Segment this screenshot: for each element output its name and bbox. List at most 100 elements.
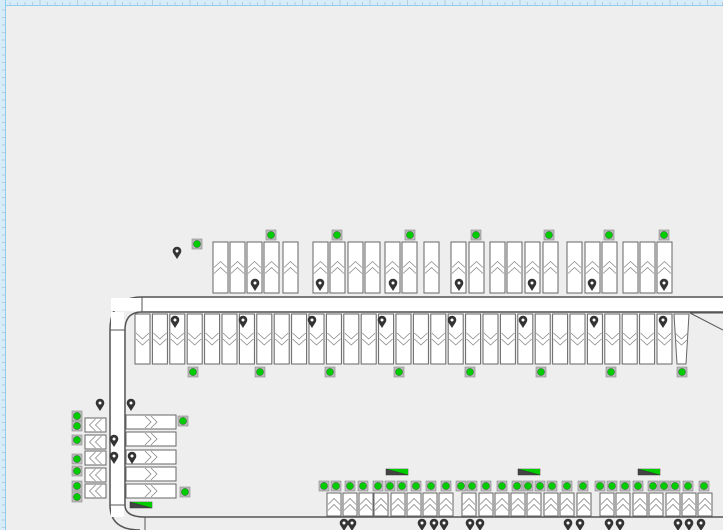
- sensor[interactable]: [331, 229, 343, 241]
- sensor[interactable]: [425, 480, 437, 492]
- map-pin-icon[interactable]: [439, 518, 449, 530]
- sensor[interactable]: [470, 229, 482, 241]
- parking-slot[interactable]: [499, 313, 516, 365]
- sensor[interactable]: [658, 229, 670, 241]
- parking-slot[interactable]: [478, 492, 494, 517]
- parking-slot[interactable]: [599, 492, 615, 517]
- sensor[interactable]: [177, 415, 189, 427]
- sensor[interactable]: [534, 480, 546, 492]
- parking-slot[interactable]: [438, 492, 454, 517]
- sensor[interactable]: [324, 366, 336, 378]
- sensor[interactable]: [647, 480, 659, 492]
- sensor[interactable]: [344, 480, 356, 492]
- parking-slot[interactable]: [186, 313, 203, 365]
- parking-slot[interactable]: [569, 313, 586, 365]
- parking-slot[interactable]: [494, 492, 510, 517]
- parking-slot[interactable]: [125, 414, 177, 430]
- map-pin-icon[interactable]: [447, 315, 457, 328]
- sensor[interactable]: [496, 480, 508, 492]
- sensor[interactable]: [594, 480, 606, 492]
- sensor[interactable]: [543, 229, 555, 241]
- parking-slot[interactable]: [423, 241, 440, 294]
- map-pin-icon[interactable]: [315, 278, 325, 291]
- parking-slot[interactable]: [648, 492, 664, 517]
- parking-slot[interactable]: [358, 492, 374, 517]
- parking-slot[interactable]: [632, 492, 648, 517]
- parking-slot[interactable]: [465, 313, 482, 365]
- sensor[interactable]: [265, 229, 277, 241]
- sensor[interactable]: [606, 480, 618, 492]
- parking-slot[interactable]: [390, 492, 406, 517]
- sensor[interactable]: [187, 366, 199, 378]
- parking-slot[interactable]: [125, 449, 177, 465]
- sensor[interactable]: [372, 480, 384, 492]
- map-pin-icon[interactable]: [429, 518, 439, 530]
- parking-slot[interactable]: [329, 241, 346, 294]
- parking-slot[interactable]: [342, 492, 358, 517]
- parking-slot[interactable]: [566, 241, 583, 294]
- parking-slot[interactable]: [125, 483, 177, 499]
- parking-slot[interactable]: [559, 492, 575, 517]
- parking-slot[interactable]: [84, 434, 107, 450]
- sensor[interactable]: [393, 366, 405, 378]
- sensor[interactable]: [603, 229, 615, 241]
- parking-slot[interactable]: [282, 241, 299, 294]
- map-pin-icon[interactable]: [109, 451, 119, 464]
- sensor[interactable]: [466, 480, 478, 492]
- parking-slot[interactable]: [229, 241, 246, 294]
- sensor[interactable]: [71, 480, 83, 492]
- sensor[interactable]: [71, 434, 83, 446]
- parking-slot[interactable]: [468, 241, 485, 294]
- parking-slot[interactable]: [673, 313, 690, 365]
- sensor[interactable]: [191, 238, 203, 250]
- parking-slot[interactable]: [552, 313, 569, 365]
- sensor[interactable]: [357, 480, 369, 492]
- parking-slot[interactable]: [395, 313, 412, 365]
- parking-slot[interactable]: [604, 313, 621, 365]
- map-pin-icon[interactable]: [388, 278, 398, 291]
- parking-slot[interactable]: [543, 492, 559, 517]
- parking-slot[interactable]: [291, 313, 308, 365]
- parking-slot[interactable]: [412, 313, 429, 365]
- map-pin-icon[interactable]: [563, 518, 573, 530]
- sensor[interactable]: [669, 480, 681, 492]
- parking-slot[interactable]: [84, 417, 107, 433]
- sensor[interactable]: [698, 480, 710, 492]
- map-pin-icon[interactable]: [339, 518, 349, 530]
- sensor[interactable]: [410, 480, 422, 492]
- parking-slot[interactable]: [506, 241, 523, 294]
- map-pin-icon[interactable]: [696, 518, 706, 530]
- parking-slot[interactable]: [125, 466, 177, 482]
- parking-slot[interactable]: [151, 313, 168, 365]
- map-pin-icon[interactable]: [673, 518, 683, 530]
- sensor[interactable]: [71, 453, 83, 465]
- sensor[interactable]: [455, 480, 467, 492]
- parking-slot[interactable]: [84, 450, 107, 466]
- parking-slot[interactable]: [364, 241, 381, 294]
- map-pin-icon[interactable]: [95, 398, 105, 411]
- map-pin-icon[interactable]: [250, 278, 260, 291]
- map-pin-icon[interactable]: [172, 246, 182, 259]
- sensor[interactable]: [619, 480, 631, 492]
- parking-slot[interactable]: [681, 492, 697, 517]
- parking-slot[interactable]: [622, 241, 639, 294]
- parking-slot[interactable]: [343, 313, 360, 365]
- map-pin-icon[interactable]: [587, 278, 597, 291]
- map-pin-icon[interactable]: [127, 451, 137, 464]
- parking-slot[interactable]: [125, 431, 177, 447]
- map-pin-icon[interactable]: [684, 518, 694, 530]
- horizontal-ruler[interactable]: [0, 0, 723, 6]
- parking-slot[interactable]: [360, 313, 377, 365]
- parking-slot[interactable]: [325, 313, 342, 365]
- map-pin-icon[interactable]: [377, 315, 387, 328]
- map-pin-icon[interactable]: [575, 518, 585, 530]
- parking-slot[interactable]: [586, 313, 603, 365]
- parking-slot[interactable]: [526, 492, 542, 517]
- parking-slot[interactable]: [665, 492, 681, 517]
- map-pin-icon[interactable]: [604, 518, 614, 530]
- sensor[interactable]: [404, 229, 416, 241]
- sensor[interactable]: [71, 465, 83, 477]
- parking-slot[interactable]: [430, 313, 447, 365]
- sensor[interactable]: [511, 480, 523, 492]
- sensor[interactable]: [577, 480, 589, 492]
